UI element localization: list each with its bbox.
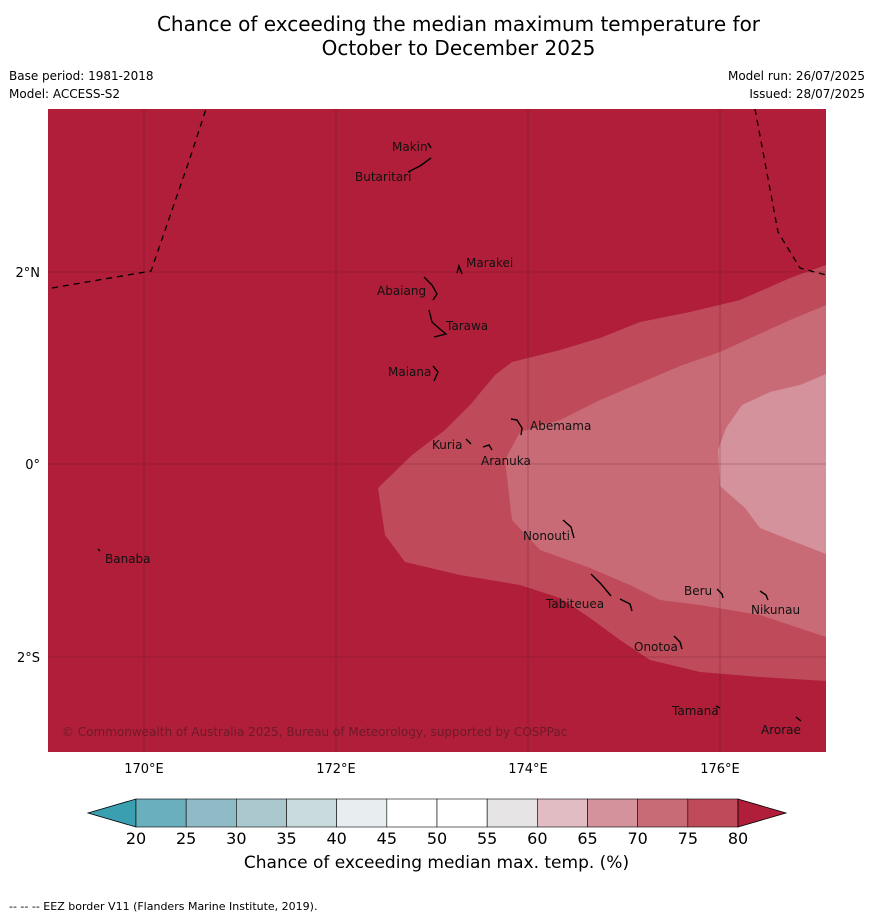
lon-tick-176e: 176°E [700, 762, 740, 777]
title-line-2: October to December 2025 [321, 36, 596, 60]
island-tamana [715, 705, 721, 709]
copyright-notice: © Commonwealth of Australia 2025, Bureau… [62, 725, 567, 739]
label-maiana: Maiana [388, 365, 431, 379]
label-butaritari: Butaritari [355, 170, 412, 184]
island-abaiang [423, 276, 438, 301]
island-tarawa [428, 309, 448, 338]
label-banaba: Banaba [105, 552, 151, 566]
island-makin [427, 142, 432, 149]
colorbar-labels: 20 25 30 35 40 45 50 55 60 65 70 75 80 [126, 829, 748, 848]
grid-lines [48, 109, 826, 752]
island-nonouti [562, 519, 575, 539]
colorbar-segment [687, 798, 739, 828]
title-line-1: Chance of exceeding the median maximum t… [156, 12, 761, 36]
island-kuria [465, 438, 472, 445]
meta-right: Model run: 26/07/2025 Issued: 28/07/2025 [728, 67, 865, 103]
chart-title: Chance of exceeding the median maximum t… [0, 12, 873, 60]
island-arorae [795, 716, 802, 722]
colorbar-label: 20 [126, 829, 146, 848]
colorbar-under-arrow [86, 798, 137, 828]
lat-tick-2s: 2°S [17, 651, 40, 666]
colorbar-segment [135, 798, 187, 828]
colorbar-label: 55 [477, 829, 497, 848]
label-marakei: Marakei [466, 256, 513, 270]
base-period-text: Base period: 1981-2018 [9, 69, 154, 83]
label-tamana: Tamana [671, 704, 719, 718]
model-text: Model: ACCESS-S2 [9, 87, 121, 101]
region-70-75 [505, 305, 826, 637]
lon-tick-labels: 170°E 172°E 174°E 176°E [124, 762, 740, 777]
island-nikunau [759, 590, 769, 601]
colorbar-segment [185, 798, 237, 828]
colorbar-segment [386, 798, 438, 828]
colorbar-segment [637, 798, 689, 828]
lon-tick-172e: 172°E [316, 762, 356, 777]
lat-tick-2n: 2°N [16, 266, 41, 281]
place-labels: Makin Butaritari Marakei Abaiang Tarawa … [105, 140, 801, 737]
colorbar-segment [587, 798, 638, 828]
island-onotoa [673, 635, 683, 650]
colorbar-segment [486, 798, 538, 828]
eez-border-note: -- -- -- EEZ border V11 (Flanders Marine… [9, 900, 318, 913]
island-aranuka [482, 444, 493, 451]
colorbar-title: Chance of exceeding median max. temp. (%… [243, 853, 630, 873]
label-arorae: Arorae [761, 723, 801, 737]
colorbar-label: 65 [577, 829, 597, 848]
label-onotoa: Onotoa [634, 640, 678, 654]
colorbar-segment [436, 798, 488, 828]
island-maiana [432, 365, 439, 382]
label-tarawa: Tarawa [445, 319, 488, 333]
island-beru [716, 588, 724, 599]
colorbar-label: 35 [276, 829, 296, 848]
colorbar-segment [336, 798, 388, 828]
island-tabiteuea [590, 573, 633, 612]
colorbar-label: 70 [627, 829, 647, 848]
island-banaba [97, 548, 101, 552]
islands [97, 142, 802, 722]
label-nonouti: Nonouti [523, 529, 570, 543]
label-kuria: Kuria [432, 438, 463, 452]
lon-tick-170e: 170°E [124, 762, 164, 777]
colorbar-label: 25 [176, 829, 196, 848]
colorbar-label: 80 [728, 829, 748, 848]
colorbar-label: 75 [678, 829, 698, 848]
colorbar-segment [236, 798, 287, 828]
label-nikunau: Nikunau [751, 603, 800, 617]
label-beru: Beru [684, 584, 712, 598]
colorbar-segments [135, 798, 739, 828]
map-panel: Makin Butaritari Marakei Abaiang Tarawa … [48, 109, 826, 752]
issued-text: Issued: 28/07/2025 [749, 87, 865, 101]
meta-left: Base period: 1981-2018 Model: ACCESS-S2 [9, 67, 154, 103]
colorbar-label: 30 [226, 829, 246, 848]
label-makin: Makin [392, 140, 428, 154]
colorbar-label: 60 [527, 829, 547, 848]
colorbar-label: 40 [326, 829, 346, 848]
island-butaritari [407, 157, 432, 173]
lat-tick-labels: 2°N 0° 2°S [16, 266, 41, 666]
colorbar-label: 45 [377, 829, 397, 848]
colorbar-label: 50 [427, 829, 447, 848]
label-abemama: Abemama [530, 419, 591, 433]
label-aranuka: Aranuka [481, 454, 531, 468]
label-tabiteuea: Tabiteuea [545, 597, 604, 611]
colorbar-over-arrow [737, 798, 788, 828]
eez-border [51, 109, 826, 289]
model-run-text: Model run: 26/07/2025 [727, 69, 865, 83]
colorbar-segment [286, 798, 337, 828]
island-marakei [456, 263, 463, 275]
colorbar-segment [537, 798, 588, 828]
label-abaiang: Abaiang [377, 284, 426, 298]
island-abemama [510, 418, 523, 436]
colorbar: 20 25 30 35 40 45 50 55 60 65 70 75 80 [86, 798, 788, 848]
lat-tick-0: 0° [25, 458, 40, 473]
lon-tick-174e: 174°E [508, 762, 548, 777]
